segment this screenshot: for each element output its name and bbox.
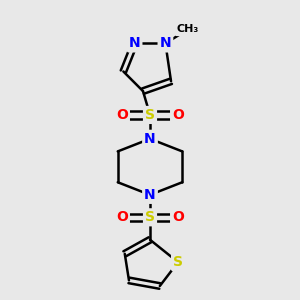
Text: O: O [116,210,128,224]
Text: S: S [145,108,155,122]
Text: N: N [144,132,156,146]
Text: S: S [173,255,183,269]
Text: S: S [145,210,155,224]
Text: O: O [172,210,184,224]
Text: N: N [129,36,140,50]
Text: O: O [172,108,184,122]
Text: CH₃: CH₃ [177,24,199,34]
Text: N: N [160,36,171,50]
Text: O: O [116,108,128,122]
Text: N: N [144,188,156,202]
